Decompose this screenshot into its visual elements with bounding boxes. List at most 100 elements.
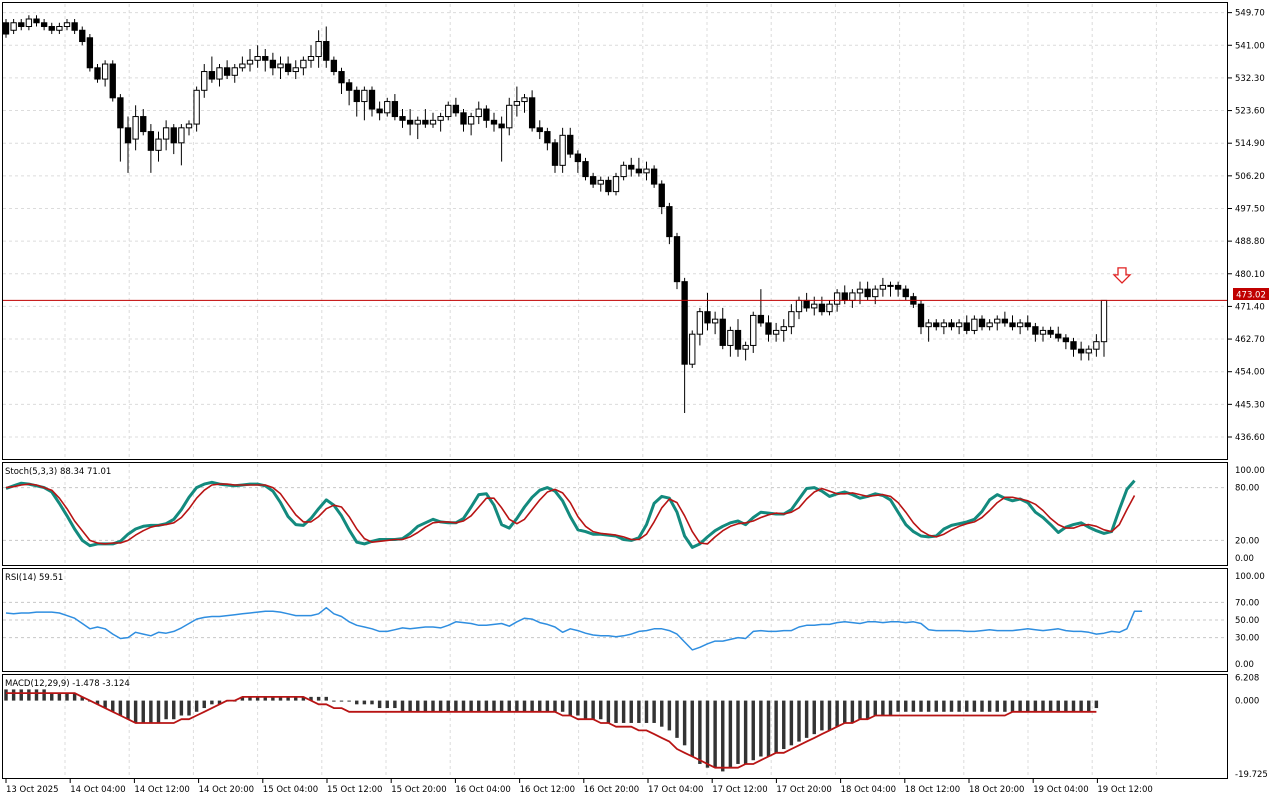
candle: [178, 124, 185, 166]
candle-body: [643, 168, 650, 174]
candle-body: [811, 303, 818, 309]
macd-histogram-bar: [438, 700, 443, 712]
macd-histogram-bar: [766, 700, 771, 757]
macd-histogram-bar: [942, 700, 946, 712]
candle: [978, 315, 986, 331]
candle: [872, 285, 879, 305]
price-panel[interactable]: [2, 2, 1228, 460]
candle-body: [201, 71, 208, 91]
macd-histogram-bar: [1071, 700, 1076, 712]
candle: [628, 157, 635, 177]
candle: [414, 116, 421, 140]
macd-histogram-bar: [545, 700, 550, 712]
macd-histogram-bar: [423, 700, 428, 712]
candle: [18, 19, 25, 31]
macd-histogram-bar: [27, 689, 31, 701]
candle: [170, 124, 177, 155]
macd-histogram-bar: [835, 700, 839, 727]
candle: [925, 319, 932, 342]
candle-body: [40, 22, 48, 28]
macd-histogram-bar: [172, 700, 176, 720]
macd-histogram-bar: [629, 700, 633, 723]
candle-body: [269, 59, 277, 69]
candle: [1001, 311, 1009, 327]
candle-body: [521, 97, 528, 103]
stochastic-panel[interactable]: [2, 462, 1228, 566]
macd-histogram-bar: [446, 700, 450, 712]
candle: [666, 202, 673, 245]
macd-histogram-bar: [499, 700, 504, 712]
macd-histogram-bar: [926, 700, 931, 712]
candle: [292, 60, 299, 80]
x-tick-label: 15 Oct 20:00: [391, 785, 446, 795]
candle-body: [254, 56, 261, 61]
macd-histogram-bar: [461, 700, 466, 712]
candle-body: [1016, 322, 1024, 328]
candle: [727, 326, 734, 357]
x-tick-label: 14 Oct 12:00: [134, 785, 189, 795]
x-tick-label: 15 Oct 04:00: [263, 785, 318, 795]
x-axis-labels: 13 Oct 2025 14 Oct 04:00 14 Oct 12:00 14 Oc…: [5, 779, 1153, 795]
candle-body: [216, 67, 223, 80]
price-axis-label: 488.80: [1235, 237, 1265, 247]
candle: [86, 34, 94, 72]
macd-histogram-bar: [1064, 700, 1068, 712]
candle-body: [864, 288, 871, 298]
candle-body: [948, 322, 955, 328]
candle-body: [673, 236, 681, 283]
candle-body: [48, 26, 55, 31]
candle: [887, 281, 894, 297]
macd-histogram-bar: [881, 700, 885, 716]
candle-body: [284, 63, 292, 73]
candle-body: [734, 329, 742, 350]
macd-histogram-bar: [865, 700, 870, 720]
macd-histogram-bar: [538, 700, 542, 712]
price-axis-label: 454.00: [1235, 368, 1265, 378]
candle: [406, 109, 414, 136]
macd-histogram-bar: [80, 696, 84, 701]
candle: [1077, 341, 1085, 361]
candle: [345, 79, 353, 106]
candle: [25, 15, 33, 31]
macd-histogram-bar: [850, 700, 855, 723]
macd-histogram-bar: [393, 700, 397, 709]
candle-body: [452, 104, 460, 114]
candle: [262, 49, 269, 72]
x-tick-label: 19 Oct 04:00: [1033, 785, 1088, 795]
candle-body: [86, 37, 94, 69]
candle: [483, 105, 490, 128]
y-axis-labels: 549.70 541.00 532.30 523.60 514.90 506.20 497.…: [1228, 9, 1268, 780]
candle-body: [803, 299, 810, 309]
candle-body: [589, 176, 597, 185]
candle-body: [498, 123, 505, 129]
candle-body: [71, 22, 78, 31]
macd-histogram-bar: [812, 700, 816, 735]
macd-histogram-bar: [789, 700, 794, 746]
macd-histogram-bar: [759, 700, 763, 757]
macd-histogram-bar: [530, 700, 534, 712]
candle-body: [185, 123, 193, 129]
candle: [772, 322, 780, 342]
candle: [216, 64, 223, 87]
x-tick-label: 17 Oct 20:00: [776, 785, 831, 795]
candle: [1062, 334, 1070, 350]
candle-body: [1100, 299, 1108, 343]
macd-histogram-bar: [1041, 700, 1045, 712]
candle: [330, 56, 338, 76]
macd-axis-label: -19.725: [1235, 770, 1268, 780]
candle-body: [506, 104, 513, 129]
candle: [437, 112, 444, 132]
candle-body: [1093, 341, 1100, 350]
macd-histogram-bar: [919, 700, 923, 712]
macd-histogram-bar: [240, 696, 245, 701]
candle: [818, 296, 826, 316]
candle: [597, 176, 604, 192]
candle: [551, 139, 559, 173]
candle: [94, 64, 101, 83]
macd-histogram-bar: [484, 700, 489, 712]
candle-body: [917, 303, 925, 328]
macd-histogram-bar: [995, 700, 999, 712]
macd-histogram-bar: [1018, 700, 1022, 712]
candle: [399, 109, 406, 128]
rsi-line: [5, 606, 1143, 651]
